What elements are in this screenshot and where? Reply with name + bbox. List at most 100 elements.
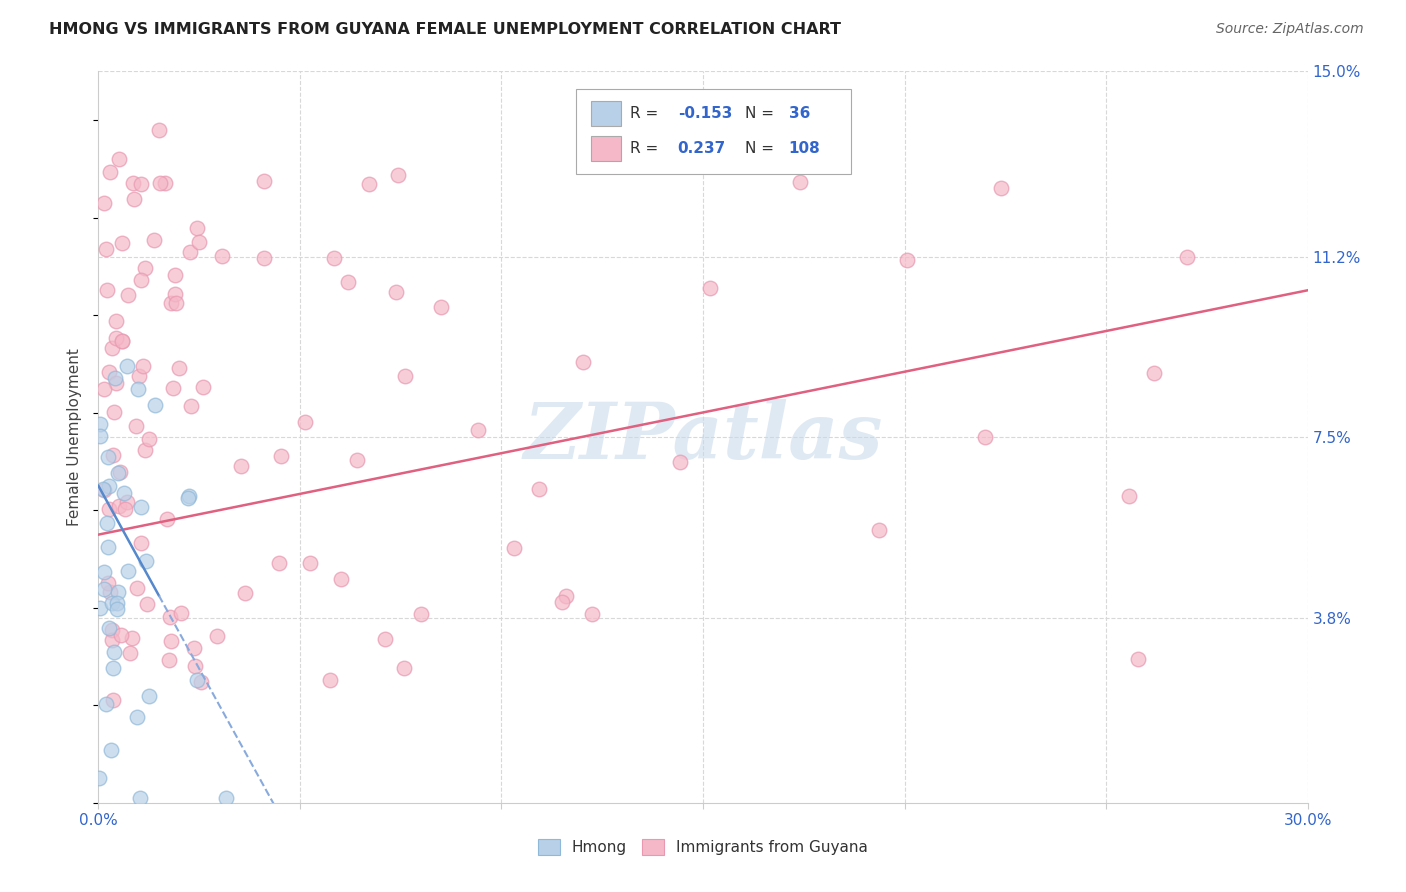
Point	[112, 485, 135, 500]
Point	[467, 424, 489, 438]
Point	[186, 220, 208, 235]
Point	[96, 283, 118, 297]
Text: 108: 108	[789, 142, 821, 156]
Point	[896, 253, 918, 268]
Point	[191, 379, 214, 393]
Point	[108, 499, 131, 513]
Point	[529, 482, 551, 496]
Point	[101, 661, 124, 675]
Point	[186, 673, 208, 687]
Point	[110, 628, 132, 642]
Point	[135, 598, 157, 612]
Point	[93, 483, 115, 497]
Point	[294, 415, 316, 429]
Point	[111, 236, 134, 251]
Point	[179, 244, 201, 259]
Point	[143, 398, 166, 412]
Point	[96, 242, 118, 256]
Point	[97, 365, 120, 379]
Point	[669, 455, 692, 469]
Point	[122, 176, 145, 190]
Point	[346, 452, 368, 467]
Point	[253, 251, 276, 265]
Text: R =: R =	[630, 142, 664, 156]
Point	[117, 288, 139, 302]
Point	[98, 585, 121, 599]
Point	[107, 466, 129, 480]
Point	[103, 644, 125, 658]
Point	[103, 405, 125, 419]
Point	[299, 557, 322, 571]
Point	[160, 633, 183, 648]
Point	[93, 565, 115, 579]
Point	[104, 370, 127, 384]
Point	[98, 621, 121, 635]
Point	[129, 178, 152, 192]
Point	[135, 554, 157, 568]
Point	[323, 251, 346, 265]
Point	[89, 429, 111, 443]
Point	[127, 382, 149, 396]
Point	[111, 334, 134, 348]
Point	[411, 607, 433, 621]
Text: Source: ZipAtlas.com: Source: ZipAtlas.com	[1216, 22, 1364, 37]
Point	[155, 176, 177, 190]
Point	[89, 601, 111, 615]
Point	[233, 586, 256, 600]
Point	[96, 540, 118, 554]
Point	[359, 178, 381, 192]
Point	[974, 430, 997, 444]
Point	[252, 174, 274, 188]
Point	[159, 610, 181, 624]
Point	[1128, 652, 1150, 666]
Point	[211, 250, 233, 264]
Point	[270, 449, 292, 463]
Point	[111, 334, 134, 348]
Point	[165, 296, 187, 310]
Text: 0.237: 0.237	[678, 142, 725, 156]
Point	[229, 459, 252, 474]
Point	[138, 690, 160, 704]
Point	[134, 261, 156, 276]
Point	[100, 743, 122, 757]
Point	[129, 273, 152, 287]
Point	[93, 582, 115, 597]
Point	[125, 582, 148, 596]
Text: 36: 36	[789, 106, 810, 120]
Text: N =: N =	[745, 106, 779, 120]
Point	[107, 152, 129, 166]
Point	[97, 450, 120, 464]
Text: ZIPatlas: ZIPatlas	[523, 399, 883, 475]
Point	[104, 331, 127, 345]
Point	[104, 313, 127, 327]
Point	[117, 564, 139, 578]
Point	[177, 489, 200, 503]
Point	[89, 417, 111, 431]
Point	[121, 631, 143, 645]
Point	[387, 168, 409, 182]
Point	[87, 771, 110, 785]
Point	[789, 175, 811, 189]
Point	[103, 448, 125, 462]
Point	[138, 432, 160, 446]
Text: R =: R =	[630, 106, 664, 120]
Point	[107, 585, 129, 599]
Point	[1143, 366, 1166, 380]
Point	[503, 541, 526, 555]
Point	[134, 443, 156, 458]
Point	[94, 697, 117, 711]
Point	[97, 502, 120, 516]
Point	[385, 285, 408, 299]
Point	[318, 673, 340, 687]
Point	[162, 381, 184, 395]
Point	[128, 368, 150, 383]
Point	[267, 556, 290, 570]
Text: -0.153: -0.153	[678, 106, 733, 120]
Point	[157, 653, 180, 667]
Point	[93, 382, 115, 396]
Point	[215, 791, 238, 805]
Point	[571, 355, 593, 369]
Point	[430, 300, 453, 314]
Point	[115, 494, 138, 508]
Point	[1175, 250, 1198, 264]
